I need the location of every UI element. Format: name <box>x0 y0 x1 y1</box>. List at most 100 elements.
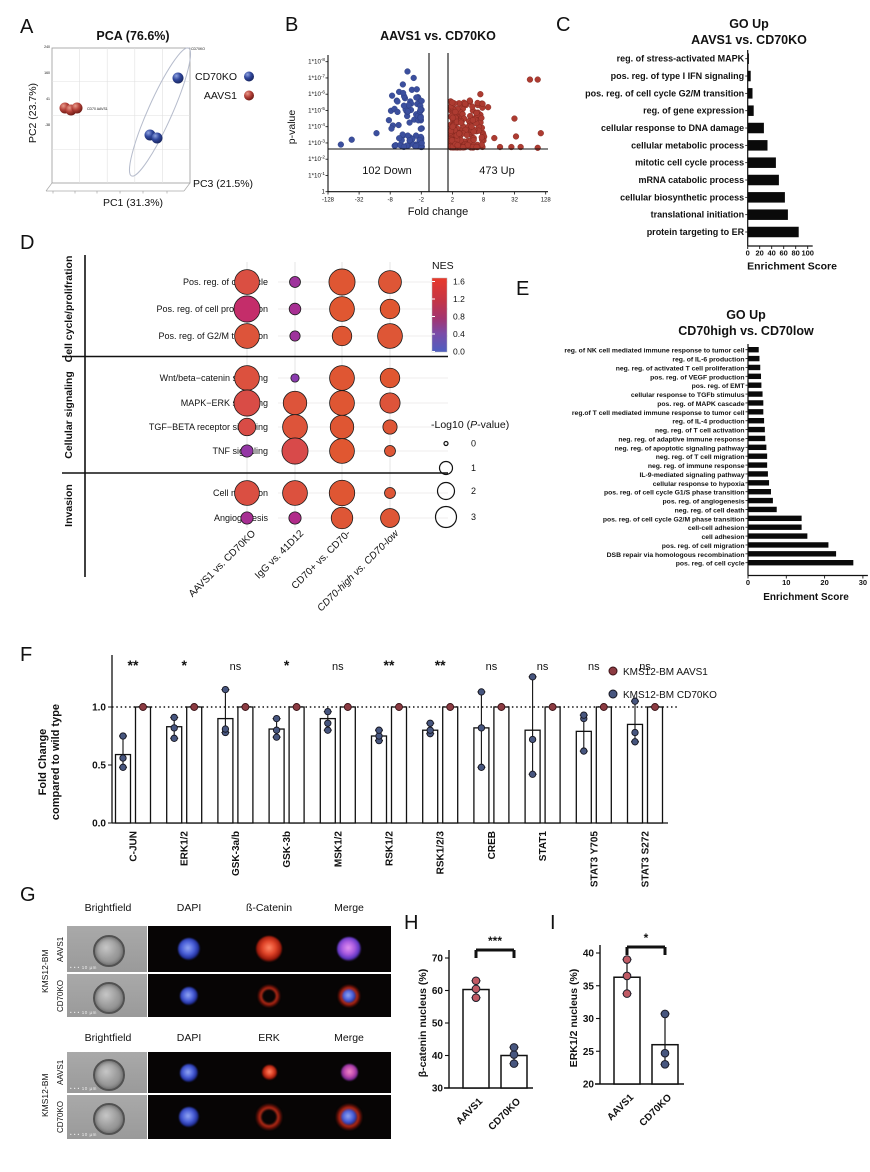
svg-text:40: 40 <box>583 949 595 960</box>
blue-blob <box>180 1063 198 1082</box>
svg-text:CD70KO: CD70KO <box>191 47 205 51</box>
svg-text:ERK1/2 nucleus (%): ERK1/2 nucleus (%) <box>568 969 580 1068</box>
svg-text:30: 30 <box>583 1014 595 1025</box>
svg-text:neg. reg. of T cell migration: neg. reg. of T cell migration <box>656 454 745 461</box>
svg-text:AAVS1 vs. CD70KO: AAVS1 vs. CD70KO <box>187 528 258 599</box>
svg-text:**: ** <box>384 657 395 673</box>
svg-text:cellular response to TGFb stim: cellular response to TGFb stimulus <box>631 392 745 399</box>
svg-text:35: 35 <box>583 981 595 992</box>
svg-text:0.0: 0.0 <box>92 819 106 830</box>
svg-text:compared to wild type: compared to wild type <box>50 704 62 820</box>
svg-text:40: 40 <box>768 249 776 258</box>
svg-text:50: 50 <box>432 1019 444 1030</box>
svg-text:pos. reg. of angiogenesis: pos. reg. of angiogenesis <box>663 499 745 506</box>
svg-text:pos. reg. of cell migration: pos. reg. of cell migration <box>662 543 745 550</box>
cell-outline <box>93 1058 125 1091</box>
svg-text:CREB: CREB <box>487 831 498 859</box>
condition-label: CD70KO <box>56 1101 65 1134</box>
svg-text:1*10-8: 1*10-8 <box>308 57 325 65</box>
panel-label-f: F <box>20 644 33 666</box>
fluorescence-strip <box>148 974 391 1017</box>
panel-g-microscopy: Brightfield DAPI ß-Catenin Merge • • • 10 µm •… <box>20 880 450 1155</box>
svg-text:Pos. reg. of cell proliferatio: Pos. reg. of cell proliferation <box>156 304 268 314</box>
svg-text:GSK-3b: GSK-3b <box>282 831 293 868</box>
svg-text:reg. of NK cell mediated immun: reg. of NK cell mediated immune response… <box>564 348 744 355</box>
svg-text:2: 2 <box>451 198 455 204</box>
svg-text:1*10-4: 1*10-4 <box>308 122 325 131</box>
svg-text:1: 1 <box>322 189 326 196</box>
panel-label-d: D <box>20 232 35 254</box>
svg-text:ns: ns <box>588 661 600 673</box>
scalebar-label: 10 µm <box>81 1010 97 1015</box>
svg-text:-Log10 (P-value): -Log10 (P-value) <box>431 419 509 431</box>
svg-text:0: 0 <box>471 439 476 449</box>
svg-text:-38: -38 <box>45 123 50 127</box>
svg-text:1.2: 1.2 <box>453 294 465 304</box>
svg-text:p-value: p-value <box>286 110 298 145</box>
svg-text:RSK1/2/3: RSK1/2/3 <box>436 831 447 875</box>
panel-label-c: C <box>556 14 571 36</box>
column-header-merge: Merge <box>334 902 364 914</box>
svg-text:STAT1: STAT1 <box>538 831 549 862</box>
svg-text:40: 40 <box>432 1051 444 1062</box>
fluorescence-strip <box>148 926 391 972</box>
svg-text:10: 10 <box>782 578 790 587</box>
svg-text:30: 30 <box>432 1084 444 1095</box>
svg-text:CD70high vs. CD70low: CD70high vs. CD70low <box>678 324 814 338</box>
svg-text:GSK-3a/b: GSK-3a/b <box>231 831 242 876</box>
svg-text:cellular response to DNA damag: cellular response to DNA damage <box>601 123 744 133</box>
svg-text:NES: NES <box>432 260 454 272</box>
svg-text:30: 30 <box>859 578 867 587</box>
purple-blob <box>337 937 361 961</box>
blue-blob <box>180 986 198 1005</box>
svg-text:neg. reg. of T cell activation: neg. reg. of T cell activation <box>655 428 745 435</box>
svg-text:60: 60 <box>432 986 444 997</box>
column-header-brightfield: Brightfield <box>84 1032 132 1044</box>
scalebar-label: 10 µm <box>81 965 97 970</box>
svg-text:ns: ns <box>230 661 242 673</box>
column-header-brightfield: Brightfield <box>84 902 132 914</box>
svg-text:8: 8 <box>482 198 486 204</box>
svg-text:β-catenin nucleus (%): β-catenin nucleus (%) <box>417 969 429 1078</box>
redring-blob <box>337 983 361 1008</box>
panel-e-go-up-chart: GO Up CD70high vs. CD70low 0 10 20 30 reg. of … <box>564 308 868 603</box>
svg-text:reg.of T cell mediated immune: reg.of T cell mediated immune response t… <box>572 410 745 417</box>
svg-text:neg. reg. of apoptotic signali: neg. reg. of apoptotic signaling pathway <box>615 445 745 452</box>
panel-c-go-up-chart: GO Up AAVS1 vs. CD70KO 0 20 40 60 80 100 reg. of… <box>585 17 837 273</box>
svg-text:Fold change: Fold change <box>408 206 469 218</box>
svg-text:KMS12-BM AAVS1: KMS12-BM AAVS1 <box>623 667 708 678</box>
svg-text:1*10-2: 1*10-2 <box>308 155 325 164</box>
blue-blob <box>179 1107 199 1127</box>
svg-text:ns: ns <box>332 661 344 673</box>
svg-text:25: 25 <box>583 1047 595 1058</box>
svg-text:Invasion: Invasion <box>63 484 75 527</box>
svg-text:0.5: 0.5 <box>92 761 106 772</box>
fluorescence-strip <box>148 1095 391 1139</box>
svg-text:Pos. reg. of G2/M transition: Pos. reg. of G2/M transition <box>158 331 268 341</box>
svg-text:pos. reg. of MAPK cascade: pos. reg. of MAPK cascade <box>657 401 744 408</box>
svg-text:cellular biosynthetic process: cellular biosynthetic process <box>620 192 744 202</box>
brightfield-tile: • • • 10 µm <box>67 1095 147 1139</box>
svg-text:cellular response to hypoxia: cellular response to hypoxia <box>653 481 745 488</box>
svg-text:PC3 (21.5%): PC3 (21.5%) <box>193 178 253 190</box>
svg-text:102 Down: 102 Down <box>362 165 412 177</box>
svg-text:41: 41 <box>46 97 50 101</box>
svg-text:CD70KO: CD70KO <box>487 1096 524 1133</box>
svg-text:Enrichment Score: Enrichment Score <box>763 592 849 603</box>
svg-text:MSK1/2: MSK1/2 <box>333 831 344 868</box>
blue-blob <box>178 938 200 960</box>
svg-text:ERK1/2: ERK1/2 <box>180 831 191 866</box>
scalebar: • • • 10 µm <box>70 1132 97 1137</box>
svg-text:128: 128 <box>541 198 552 204</box>
svg-text:PC1 (31.3%): PC1 (31.3%) <box>103 197 163 209</box>
svg-text:C-JUN: C-JUN <box>129 831 140 862</box>
column-header-ß-catenin: ß-Catenin <box>245 902 293 914</box>
svg-text:pos. reg. of VEGF production: pos. reg. of VEGF production <box>650 374 744 381</box>
svg-text:GO Up: GO Up <box>729 17 769 31</box>
panel-label-i: I <box>550 912 556 934</box>
panel-label-b: B <box>285 14 299 36</box>
panel-label-a: A <box>20 16 34 38</box>
svg-text:neg. reg. of adaptive immune r: neg. reg. of adaptive immune response <box>618 436 744 443</box>
svg-text:TGF−BETA receptor signaling: TGF−BETA receptor signaling <box>149 422 268 432</box>
svg-text:RSK1/2: RSK1/2 <box>385 831 396 866</box>
